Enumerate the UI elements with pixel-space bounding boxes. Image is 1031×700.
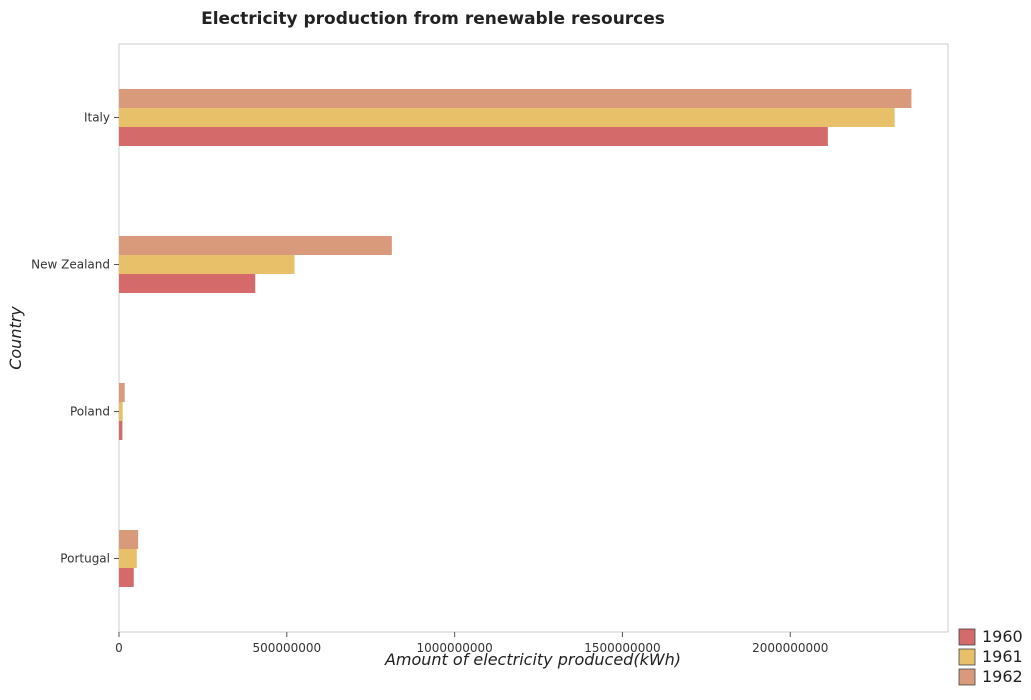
legend-label-1960: 1960	[982, 627, 1023, 646]
bar-poland-1962	[119, 383, 125, 402]
bar-poland-1961	[119, 402, 123, 421]
y-tick-label: Portugal	[60, 552, 110, 566]
bar-portugal-1961	[119, 549, 137, 568]
bar-italy-1962	[119, 89, 911, 108]
legend-swatch-1961	[959, 649, 975, 665]
bar-new-zealand-1962	[119, 236, 392, 255]
y-tick-label: Italy	[84, 111, 110, 125]
bar-new-zealand-1960	[119, 274, 255, 293]
bar-new-zealand-1961	[119, 255, 295, 274]
x-tick-label: 500000000	[252, 641, 321, 655]
bar-portugal-1962	[119, 530, 138, 549]
bar-portugal-1960	[119, 568, 134, 587]
legend-label-1961: 1961	[982, 647, 1023, 666]
legend-swatch-1960	[959, 629, 975, 645]
bar-italy-1960	[119, 127, 828, 146]
y-axis: Italy New Zealand Poland Portugal	[31, 111, 119, 566]
y-tick-label: Poland	[70, 405, 110, 419]
chart-title: Electricity production from renewable re…	[201, 9, 665, 29]
bar-italy-1961	[119, 108, 895, 127]
x-axis-label: Amount of electricity produced(kWh)	[384, 650, 681, 669]
x-tick-label: 2000000000	[752, 641, 828, 655]
x-tick-label: 0	[115, 641, 123, 655]
legend-swatch-1962	[959, 669, 975, 685]
legend-label-1962: 1962	[982, 667, 1023, 686]
y-tick-label: New Zealand	[31, 258, 110, 272]
y-axis-label: Country	[6, 306, 25, 370]
bar-poland-1960	[119, 421, 122, 440]
